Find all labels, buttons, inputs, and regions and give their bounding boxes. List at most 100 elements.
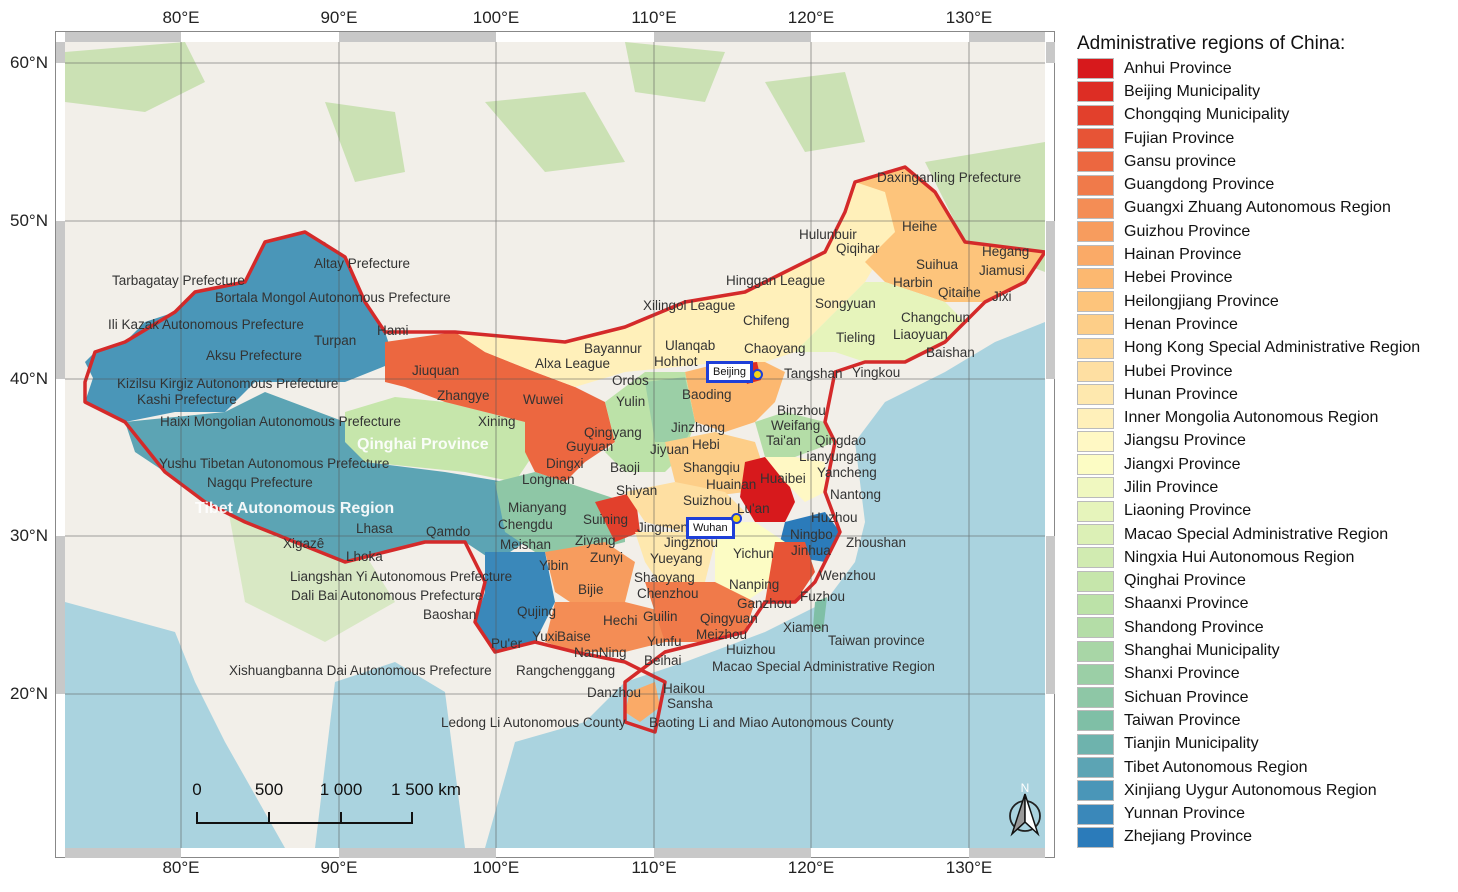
place-label: Tai'an [766,433,801,448]
city-label-wuhan[interactable]: Wuhan [686,517,735,540]
place-label: Zhangye [437,388,490,403]
scale-label-500: 500 [254,780,284,799]
legend-label: Shanghai Municipality [1124,642,1280,660]
place-label: Huaibei [760,471,806,486]
place-label: Yunfu [647,634,682,649]
legend-label: Anhui Province [1124,59,1232,77]
place-label: Chengdu [498,517,553,532]
legend-item: Guangdong Province [1077,173,1458,196]
longitude-label: 110°E [631,858,677,877]
place-label: Xiamen [783,620,829,635]
place-label: Baishan [926,345,975,360]
map-canvas[interactable] [65,42,1045,848]
latitude-label: 40°N [10,369,48,388]
legend-item: Shanxi Province [1077,663,1458,686]
place-label: Zhoushan [846,535,907,550]
place-label: Danzhou [587,685,642,700]
scale-tick [196,812,198,824]
place-label: Sansha [667,696,713,711]
legend-swatch [1077,361,1114,382]
legend-item: Xinjiang Uygur Autonomous Region [1077,779,1458,802]
scale-label-1500: 1 500 km [391,780,461,799]
place-label: Aksu Prefecture [206,348,303,363]
legend-title: Administrative regions of China: [1077,33,1346,54]
place-label: Zunyi [590,550,624,565]
legend-swatch [1077,663,1114,685]
legend-label: Beijing Municipality [1124,82,1261,100]
city-marker-icon[interactable] [752,369,763,380]
place-label: Nagqu Prefecture [207,475,313,490]
legend-item: Sichuan Province [1077,686,1458,709]
place-label: Xishuangbanna Dai Autonomous Prefecture [229,663,492,678]
city-marker-icon[interactable] [731,513,742,524]
legend-item: Anhui Province [1077,57,1458,80]
city-label-beijing[interactable]: Beijing [706,361,754,384]
legend-swatch [1077,780,1114,802]
place-label: Lhasa [356,521,393,536]
place-label: Taiwan province [828,633,925,648]
legend-item: Tibet Autonomous Region [1077,756,1458,779]
place-label: Qujing [517,604,557,619]
legend-item: Shaanxi Province [1077,593,1458,616]
latitude-label: 30°N [10,526,48,545]
legend-swatch [1077,500,1114,522]
scale-tick [268,812,270,824]
legend-swatch [1077,640,1114,662]
place-label: Jingzhou [664,535,719,550]
place-label: Haikou [663,681,706,696]
legend-label: Jiangxi Province [1124,455,1241,473]
place-label: Jixi [992,289,1012,304]
legend-item: Ningxia Hui Autonomous Region [1077,546,1458,569]
place-label: Hebi [692,437,720,452]
place-label: Suihua [916,257,959,272]
place-label: Chifeng [743,313,790,328]
legend-swatch [1077,174,1114,196]
legend-label: Qinghai Province [1124,572,1246,590]
place-label: Tieling [836,330,876,345]
legend-label: Ningxia Hui Autonomous Region [1124,548,1355,566]
place-label: Songyuan [815,296,876,311]
place-label: Jiyuan [650,442,690,457]
legend-item: Tianjin Municipality [1077,733,1458,756]
latitude-label: 50°N [10,211,48,230]
frame-bar-segment [1046,42,1055,63]
legend-item: Taiwan Province [1077,709,1458,732]
place-label: Baoshan [423,607,477,622]
legend-label: Hubei Province [1124,362,1233,380]
place-label: Ganzhou [737,596,792,611]
place-label: Tangshan [784,366,843,381]
place-label: Qingyuan [700,611,758,626]
place-label: Suining [583,512,629,527]
legend-item: Yunnan Province [1077,803,1458,826]
legend-item: Guangxi Zhuang Autonomous Region [1077,197,1458,220]
frame-bar-segment [56,42,65,63]
legend-label: Hong Kong Special Administrative Region [1124,339,1421,357]
legend-item: Liaoning Province [1077,500,1458,523]
place-label: Shiyan [616,483,658,498]
longitude-label: 120°E [787,8,835,27]
frame-bar-segment [65,32,181,42]
legend-label: Liaoning Province [1124,502,1252,520]
legend-swatch [1077,430,1114,452]
place-label: Chaoyang [744,341,806,356]
place-label: Hohhot [654,354,698,369]
legend-item: Shandong Province [1077,616,1458,639]
legend-swatch [1077,128,1114,150]
legend-swatch [1077,407,1114,429]
legend-item: Hubei Province [1077,360,1458,383]
legend-swatch [1077,104,1114,126]
legend-label: Inner Mongolia Autonomous Region [1124,409,1379,427]
legend-item: Henan Province [1077,313,1458,336]
place-label: Chenzhou [637,586,699,601]
legend-label: Henan Province [1124,315,1238,333]
legend-swatch [1077,267,1114,289]
place-label: Jinzhong [671,420,726,435]
legend: Administrative regions of China: Anhui P… [1077,33,1458,849]
legend-label: Guangdong Province [1124,176,1275,194]
legend-swatch [1077,757,1114,779]
place-label: Ningbo [790,527,833,542]
latitude-label: 60°N [10,53,48,72]
place-label: Hinggan League [726,273,826,288]
legend-label: Zhejiang Province [1124,828,1253,846]
place-label: Ordos [612,373,649,388]
